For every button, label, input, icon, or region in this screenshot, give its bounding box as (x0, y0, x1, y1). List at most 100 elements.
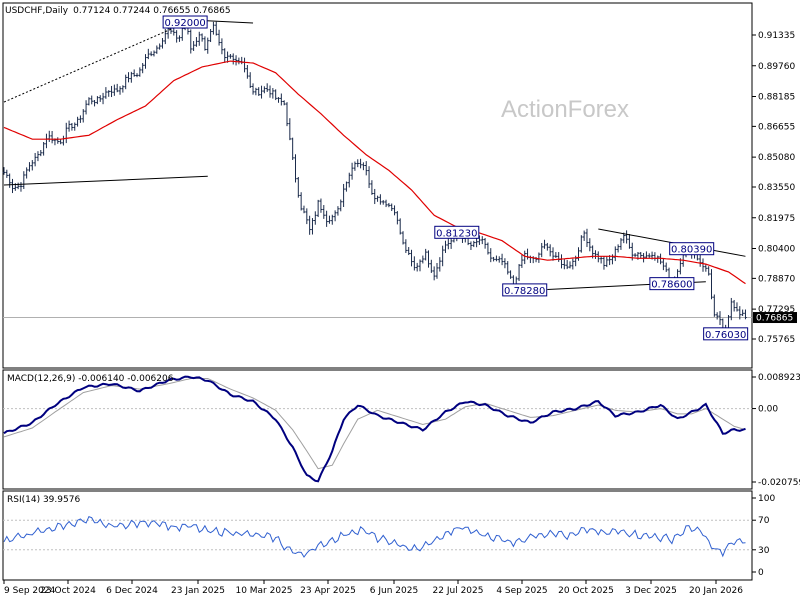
price-bar (268, 85, 272, 98)
price-bar (263, 86, 266, 94)
date-tick-label: 20 Oct 2025 (558, 586, 614, 596)
price-bar (540, 242, 543, 258)
macd-tick-label: 0.008923 (758, 373, 800, 383)
price-tick-label: 0.83550 (758, 183, 795, 193)
price-bar (628, 234, 631, 249)
price-bar (376, 195, 379, 202)
price-bar (121, 85, 125, 93)
price-bar (223, 48, 227, 63)
price-tick-label: 0.88185 (758, 93, 795, 103)
price-bar (679, 258, 682, 275)
price-bar (220, 38, 224, 55)
price-bar (435, 263, 439, 279)
price-bar (291, 137, 294, 161)
price-bar (87, 97, 91, 106)
price-bar (144, 54, 147, 69)
price-tick-label: 0.80400 (758, 245, 795, 255)
price-bar (625, 230, 628, 244)
price-bar (149, 51, 153, 57)
price-bar (195, 37, 198, 47)
price-bar (384, 199, 388, 208)
price-bar (271, 88, 275, 99)
price-tick-label: 0.75765 (758, 335, 795, 345)
price-tick-label: 0.78870 (758, 274, 795, 284)
price-bar (407, 247, 410, 256)
price-bar (288, 118, 292, 141)
rsi-tick-label: 0 (758, 568, 764, 578)
date-tick-label: 23 Oct 2024 (40, 586, 96, 596)
price-tick-label: 0.85080 (758, 153, 795, 163)
price-bar (710, 269, 713, 300)
date-tick-label: 23 Apr 2025 (300, 586, 356, 596)
date-tick-label: 22 Jul 2025 (433, 586, 484, 596)
price-bar (113, 84, 116, 96)
price-bar (257, 87, 260, 96)
price-bar (701, 258, 705, 272)
level-label: 0.92000 (162, 15, 208, 29)
price-bar (274, 89, 277, 101)
date-tick-label: 9 Sep 2024 (4, 586, 56, 596)
price-bar (11, 178, 14, 194)
price-bar (647, 253, 651, 259)
macd-axis: 0.008923 0.00 -0.020759 (3, 373, 800, 488)
price-bar (472, 240, 476, 248)
rsi-tick-label: 30 (758, 546, 770, 556)
price-bar (325, 210, 328, 227)
price-bar (79, 115, 82, 123)
price-tick-label: 0.86655 (758, 122, 795, 132)
price-bar (582, 230, 586, 241)
rsi-tick-label: 70 (758, 516, 770, 526)
price-bar (147, 48, 150, 60)
price-bar (602, 256, 606, 270)
price-bar (664, 262, 668, 273)
price-bar (33, 152, 37, 167)
price-bar (735, 302, 739, 312)
price-bar (713, 294, 716, 317)
price-bar (594, 250, 597, 259)
price-bar (330, 214, 334, 225)
price-bar (605, 256, 609, 268)
price-bar (432, 266, 436, 281)
price-bar (96, 96, 99, 105)
price-bar (161, 38, 164, 49)
price-bar (39, 149, 43, 157)
price-bar (254, 87, 258, 96)
price-bar (248, 72, 252, 89)
price-bar (56, 137, 60, 144)
price-bar (282, 100, 286, 106)
price-bar (741, 309, 744, 316)
svg-text:0.81230: 0.81230 (436, 228, 477, 239)
price-bar (342, 183, 345, 208)
price-bar (73, 122, 77, 131)
price-bar (246, 65, 249, 79)
price-bar (42, 142, 45, 156)
price-bar (381, 200, 385, 205)
price-tick-label: 0.89760 (758, 62, 795, 72)
price-bar (25, 167, 28, 179)
price-bar (362, 162, 365, 171)
price-tick-label: 0.91335 (758, 31, 795, 41)
price-bar (138, 67, 142, 77)
price-bar (427, 250, 430, 268)
price-bar (90, 95, 94, 105)
price-bar (413, 256, 416, 271)
price-bar (588, 238, 592, 252)
level-label: 0.80390 (669, 242, 715, 256)
price-bar (189, 29, 193, 54)
price-bar (418, 259, 422, 272)
level-label: 0.78600 (649, 277, 695, 291)
rsi-panel-frame (2, 490, 753, 581)
price-bar (260, 85, 263, 99)
price-bar (265, 83, 269, 92)
price-bar (70, 123, 74, 131)
price-bar (715, 312, 719, 320)
price-bar (571, 258, 575, 270)
last-price-badge: 0.76865 (753, 312, 797, 324)
price-bar (410, 249, 413, 267)
price-bar (495, 255, 498, 262)
price-bar (294, 154, 297, 183)
price-bar (390, 203, 394, 212)
quote-values: 0.77124 0.77244 0.76655 0.76865 (73, 6, 230, 16)
